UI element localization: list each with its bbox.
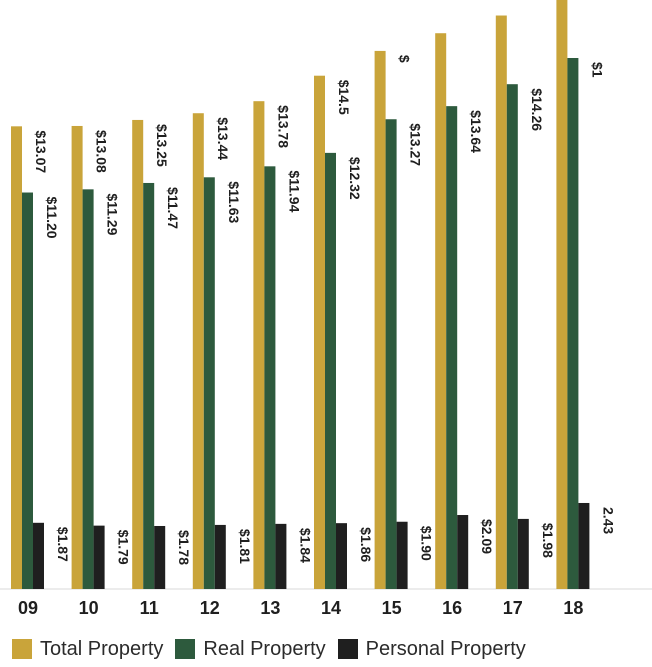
data-label-real-property-18: $1	[589, 62, 605, 78]
bar-total-property-10	[71, 125, 83, 589]
x-tick-label-13: 13	[260, 598, 280, 618]
bar-real-property-14	[325, 152, 336, 589]
data-label-real-property-11: $11.47	[165, 187, 181, 229]
x-tick-label-15: 15	[382, 598, 402, 618]
bar-real-property-16	[446, 106, 458, 590]
bar-real-property-17	[506, 84, 518, 590]
data-label-personal-property-16: $2.09	[479, 519, 495, 554]
x-tick-label-11: 11	[140, 598, 159, 618]
legend-swatch-personal-property	[337, 639, 358, 659]
bar-total-property-15	[374, 50, 386, 590]
data-label-personal-property-12: $1.81	[237, 529, 253, 564]
bar-total-property-14	[314, 75, 325, 589]
bar-real-property-12	[203, 177, 215, 589]
data-label-total-property-12: $13.44	[215, 117, 231, 160]
bar-personal-property-11	[154, 525, 166, 589]
data-label-real-property-13: $11.94	[286, 170, 302, 212]
bar-real-property-10	[82, 189, 94, 590]
data-label-total-property-09: $13.07	[33, 130, 49, 173]
legend-item-real-property: Real Property	[175, 637, 326, 661]
legend-label-total-property: Total Property	[40, 637, 164, 660]
data-label-personal-property-11: $1.78	[176, 530, 192, 565]
legend-label-real-property: Real Property	[203, 637, 326, 660]
x-tick-label-17: 17	[503, 598, 523, 618]
legend-item-personal-property: Personal Property	[337, 637, 526, 661]
bar-total-property-13	[253, 101, 265, 590]
x-tick-label-16: 16	[442, 598, 462, 618]
bar-total-property-16	[435, 33, 447, 590]
bar-real-property-11	[143, 182, 155, 589]
data-label-total-property-10: $13.08	[94, 130, 110, 173]
data-label-total-property-11: $13.25	[154, 124, 170, 167]
data-label-personal-property-18: 2.43	[600, 507, 616, 534]
data-label-total-property-13: $13.78	[275, 105, 291, 148]
data-label-personal-property-17: $1.98	[540, 523, 556, 558]
bar-personal-property-12	[214, 524, 226, 589]
data-label-personal-property-13: $1.84	[297, 528, 313, 563]
x-tick-label-18: 18	[563, 598, 583, 618]
bar-personal-property-09	[33, 522, 44, 589]
data-label-real-property-10: $11.29	[105, 193, 121, 235]
bar-personal-property-16	[457, 515, 469, 589]
data-label-total-property-14: $14.5	[336, 80, 352, 115]
data-label-real-property-17: $14.26	[529, 88, 545, 131]
bar-real-property-18	[567, 58, 579, 589]
x-tick-label-10: 10	[79, 598, 99, 618]
bar-personal-property-10	[93, 525, 105, 589]
data-label-real-property-15: $13.27	[408, 123, 424, 166]
data-label-real-property-09: $11.20	[44, 197, 60, 239]
data-label-personal-property-14: $1.86	[358, 527, 374, 562]
data-label-personal-property-15: $1.90	[419, 526, 435, 561]
data-label-total-property-15: $	[397, 55, 413, 63]
bar-personal-property-13	[275, 523, 287, 589]
bar-total-property-12	[192, 113, 204, 589]
legend-swatch-real-property	[175, 639, 196, 659]
bar-total-property-18	[556, 0, 568, 589]
data-label-real-property-12: $11.63	[226, 181, 242, 223]
bar-personal-property-15	[396, 521, 408, 589]
data-label-personal-property-09: $1.87	[55, 527, 71, 562]
x-tick-label-12: 12	[200, 598, 220, 618]
bar-personal-property-14	[336, 523, 347, 589]
bar-real-property-09	[22, 192, 33, 589]
legend-swatch-total-property	[12, 639, 32, 659]
legend-label-personal-property: Personal Property	[365, 637, 526, 660]
x-tick-label-14: 14	[321, 598, 341, 618]
bar-total-property-11	[132, 119, 144, 589]
x-tick-label-09: 09	[18, 598, 38, 618]
bar-real-property-15	[385, 119, 397, 589]
legend-item-total-property: Total Property	[12, 638, 163, 661]
bar-personal-property-17	[517, 518, 529, 589]
data-label-real-property-14: $12.32	[347, 157, 363, 200]
chart-legend: Total Property Real Property Personal Pr…	[12, 636, 538, 662]
bar-real-property-13	[264, 166, 276, 589]
data-label-personal-property-10: $1.79	[116, 530, 132, 565]
bar-total-property-17	[495, 15, 507, 589]
bar-total-property-09	[11, 126, 22, 590]
data-label-real-property-16: $13.64	[468, 110, 484, 153]
bar-personal-property-18	[578, 502, 590, 589]
